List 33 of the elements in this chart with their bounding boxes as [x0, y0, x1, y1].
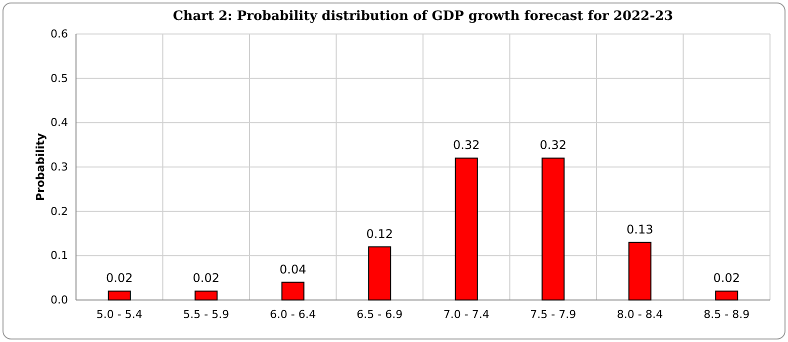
- data-label: 0.02: [192, 271, 220, 286]
- bar: [281, 282, 304, 300]
- y-axis-title: Probability: [34, 133, 47, 201]
- data-label: 0.02: [106, 271, 133, 286]
- data-label: 0.32: [540, 138, 566, 152]
- chart-title: Chart 2: Probability distribution of GDP growth forecast for 2022-23: [172, 9, 674, 24]
- x-tick-label: 7.5 - 7.9: [530, 308, 576, 321]
- x-tick-label: 5.5 - 5.9: [183, 308, 230, 321]
- y-tick-label: 0.6: [50, 28, 68, 41]
- y-tick-label: 0.2: [50, 204, 68, 218]
- bar: [715, 290, 738, 300]
- x-tick-label: 6.5 - 6.9: [356, 308, 403, 321]
- x-tick-label: 8.5 - 8.9: [704, 308, 750, 321]
- x-tick-label: 5.0 - 5.4: [96, 308, 142, 321]
- y-tick-label: 0.0: [50, 294, 68, 307]
- x-tick-label: 8.0 - 8.4: [616, 308, 663, 321]
- y-tick-label: 0.5: [50, 72, 68, 85]
- data-label: 0.32: [453, 138, 480, 152]
- x-tick-label: 7.0 - 7.4: [443, 308, 490, 321]
- bar: [454, 158, 478, 300]
- bar: [194, 290, 218, 300]
- data-label: 0.12: [366, 226, 393, 241]
- y-tick-label: 0.1: [50, 249, 68, 262]
- bar: [628, 242, 652, 300]
- data-label: 0.13: [626, 222, 654, 236]
- y-tick-label: 0.4: [50, 116, 68, 130]
- data-label: 0.04: [280, 262, 306, 276]
- y-tick-label: 0.3: [50, 160, 68, 174]
- bar: [108, 290, 131, 300]
- data-label: 0.02: [713, 271, 740, 286]
- x-tick-label: 6.0 - 6.4: [270, 308, 316, 321]
- bar: [542, 158, 565, 300]
- bar: [368, 246, 392, 300]
